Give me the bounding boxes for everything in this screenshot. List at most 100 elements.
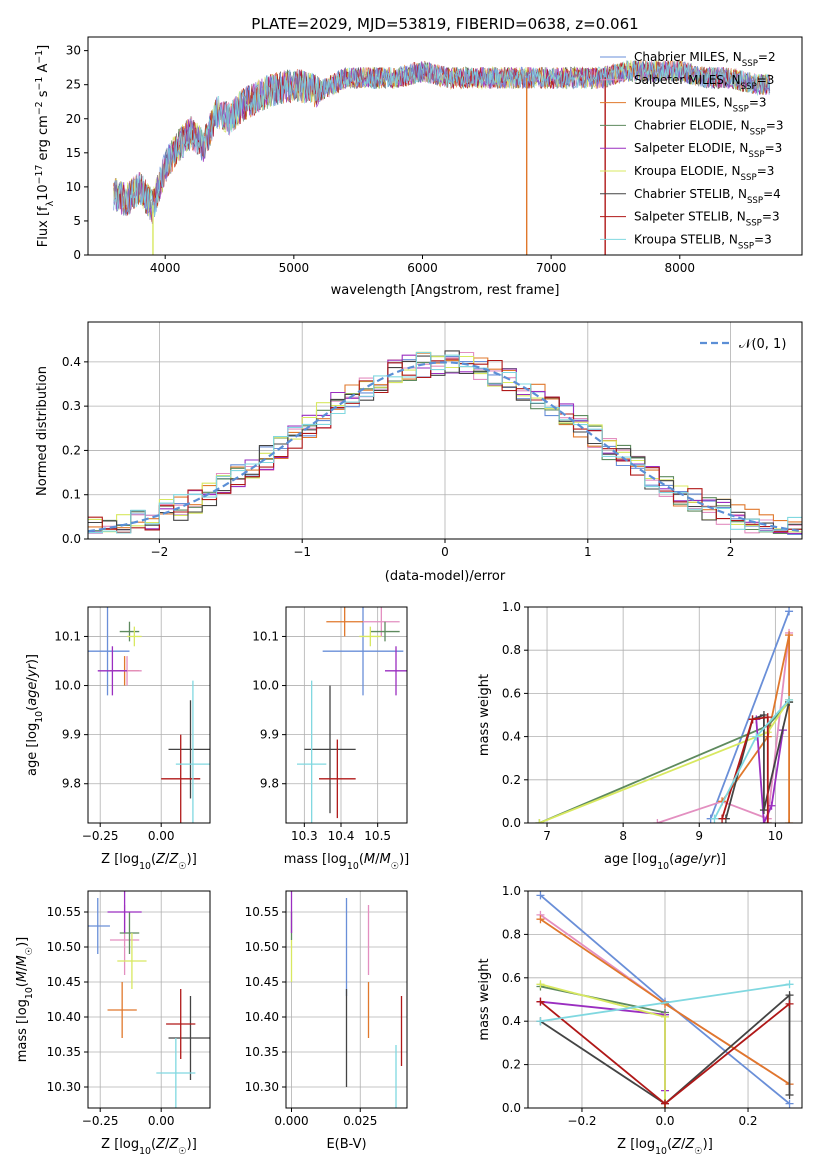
y-tick-label: 5 [73,214,81,228]
panel-residuals: −2 −1 0 1 2 0.0 0.1 0.2 0.3 0.4 (data-model)/error… [35,321,803,584]
y-tick-label: 10.1 [252,629,279,643]
axes-border [285,890,408,1109]
legend: Chabrier MILES, NSSP=2 Salpeter MILES, NS… [600,50,783,251]
errorbar-salpeter-elodie [97,646,128,696]
data-point-marker [536,891,545,900]
legend-entry: Salpeter MILES, NSSP=3 [634,73,774,92]
y-tick-label: 0.2 [502,1058,521,1072]
x-axis-label: Z [log10(Z/Z☉)] [101,852,197,872]
y-axis-label: Normed distribution [35,366,50,496]
x-axis-label: wavelength [Angstrom, rest frame] [331,283,560,298]
x-tick-label: 4000 [150,261,181,275]
axes-border [527,606,803,824]
data-point-marker [759,806,768,815]
x-tick-label: 0 [441,545,449,559]
axes-frame: 4000 5000 6000 7000 8000 0 5 10 15 20 25 30 [66,36,803,275]
y-tick-label: 0.4 [502,1014,521,1028]
x-tick-label: −2 [151,545,169,559]
y-tick-label: 20 [66,112,81,126]
y-tick-label: 10.30 [245,1080,279,1094]
errorbar-kroupa-stelib [297,680,327,823]
y-axis-label: mass [log10(M/M☉)] [15,937,35,1063]
y-axis-label: age [log10(age/yr)] [25,654,45,776]
x-axis-label: E(B-V) [326,1137,366,1152]
axes-border [285,606,408,824]
plot-area [88,891,210,1108]
errorbar-salpeter-elodie [385,646,407,696]
data-point-marker [785,980,794,989]
series-line [709,610,790,820]
x-tick-label: 8000 [665,261,696,275]
series-salpeter-stelib [536,997,794,1108]
series-line [540,1000,666,1091]
y-tick-label: 9.8 [62,777,81,791]
panels: 4000 5000 6000 7000 8000051015202530waveleng… [15,36,803,1157]
data-point-marker [536,1017,545,1026]
plot-area [113,59,771,255]
y-tick-label: 10.40 [245,1010,279,1024]
x-tick-label: 1 [584,545,592,559]
plot-area [297,607,407,823]
y-tick-label: 0.0 [62,532,81,546]
legend-entry: Salpeter ELODIE, NSSP=3 [634,141,782,160]
data-point-marker [785,1099,794,1108]
data-point-marker [710,814,719,823]
y-tick-label: 0 [73,248,81,262]
y-tick-label: 10.40 [47,1010,81,1024]
series-line [540,993,791,1105]
panel-mass-vs-EBV: 0.000 0.025 10.30 10.35 10.40 10.45 10.50 10.55… [245,890,408,1152]
plot-area [88,350,802,535]
grid [286,607,407,823]
grid [88,891,210,1108]
axes-border [87,36,803,256]
x-axis-label: mass [log10(M/M☉)] [284,852,410,872]
data-point-marker [767,801,776,810]
y-tick-label: 0.6 [502,971,521,985]
x-axis-label: Z [log10(Z/Z☉)] [101,1137,197,1157]
y-tick-label: 0.6 [502,686,521,700]
series-line [657,632,790,823]
y-tick-label: 1.0 [502,600,521,614]
data-point-marker [763,713,772,722]
series-line [721,634,790,823]
y-tick-label: 0.4 [62,355,81,369]
errorbar-chabrier-miles [322,607,404,696]
y-tick-label: 10.50 [47,940,81,954]
figure-title: PLATE=2029, MJD=53819, FIBERID=0638, z=0… [251,15,638,33]
histogram-kroupa-stelib [88,352,802,534]
y-tick-label: 0.0 [502,816,521,830]
errorbar-kroupa-elodie [117,933,147,989]
data-point-marker [535,819,544,823]
legend-entry: Kroupa MILES, NSSP=3 [634,96,767,115]
data-point-marker [785,631,794,640]
legend-entry: Kroupa ELODIE, NSSP=3 [634,164,774,183]
data-point-marker [718,814,727,823]
data-point-marker [661,1099,669,1108]
x-tick-label: 10 [768,829,783,843]
axes-frame: −0.25 0.00 9.8 9.9 10.0 10.1 [54,606,211,843]
y-tick-label: 10.35 [245,1045,279,1059]
data-point-marker [785,1090,794,1099]
panel-mass-weight-vs-age: 7 8 9 10 0.0 0.2 0.4 0.6 0.8 1.0 age [log10(age/yr… [477,600,803,872]
grid [88,607,210,823]
x-tick-label: −0.2 [567,1114,596,1128]
y-tick-label: 10.45 [245,975,279,989]
y-tick-label: 0.2 [502,773,521,787]
data-point-marker [785,991,794,1000]
x-tick-label: −0.25 [82,829,119,843]
data-point-marker [653,819,662,823]
errorbar-chabrier-miles [88,607,130,696]
y-tick-label: 9.9 [62,728,81,742]
y-tick-label: 9.8 [260,777,279,791]
x-tick-label: 0.0 [655,1114,674,1128]
errorbar-chabrier-stelib [304,685,356,814]
data-point-marker [763,819,772,823]
x-tick-label: 7000 [536,261,567,275]
y-tick-label: 10.30 [47,1080,81,1094]
axes-frame: −0.25 0.00 10.30 10.35 10.40 10.45 10.50 10.55 [47,890,211,1128]
data-point-marker [536,980,545,989]
y-tick-label: 0.8 [502,927,521,941]
axes-frame: −2 −1 0 1 2 0.0 0.1 0.2 0.3 0.4 [62,321,803,559]
legend-entry: Chabrier MILES, NSSP=2 [634,50,776,69]
y-axis-label: mass weight [477,958,492,1040]
